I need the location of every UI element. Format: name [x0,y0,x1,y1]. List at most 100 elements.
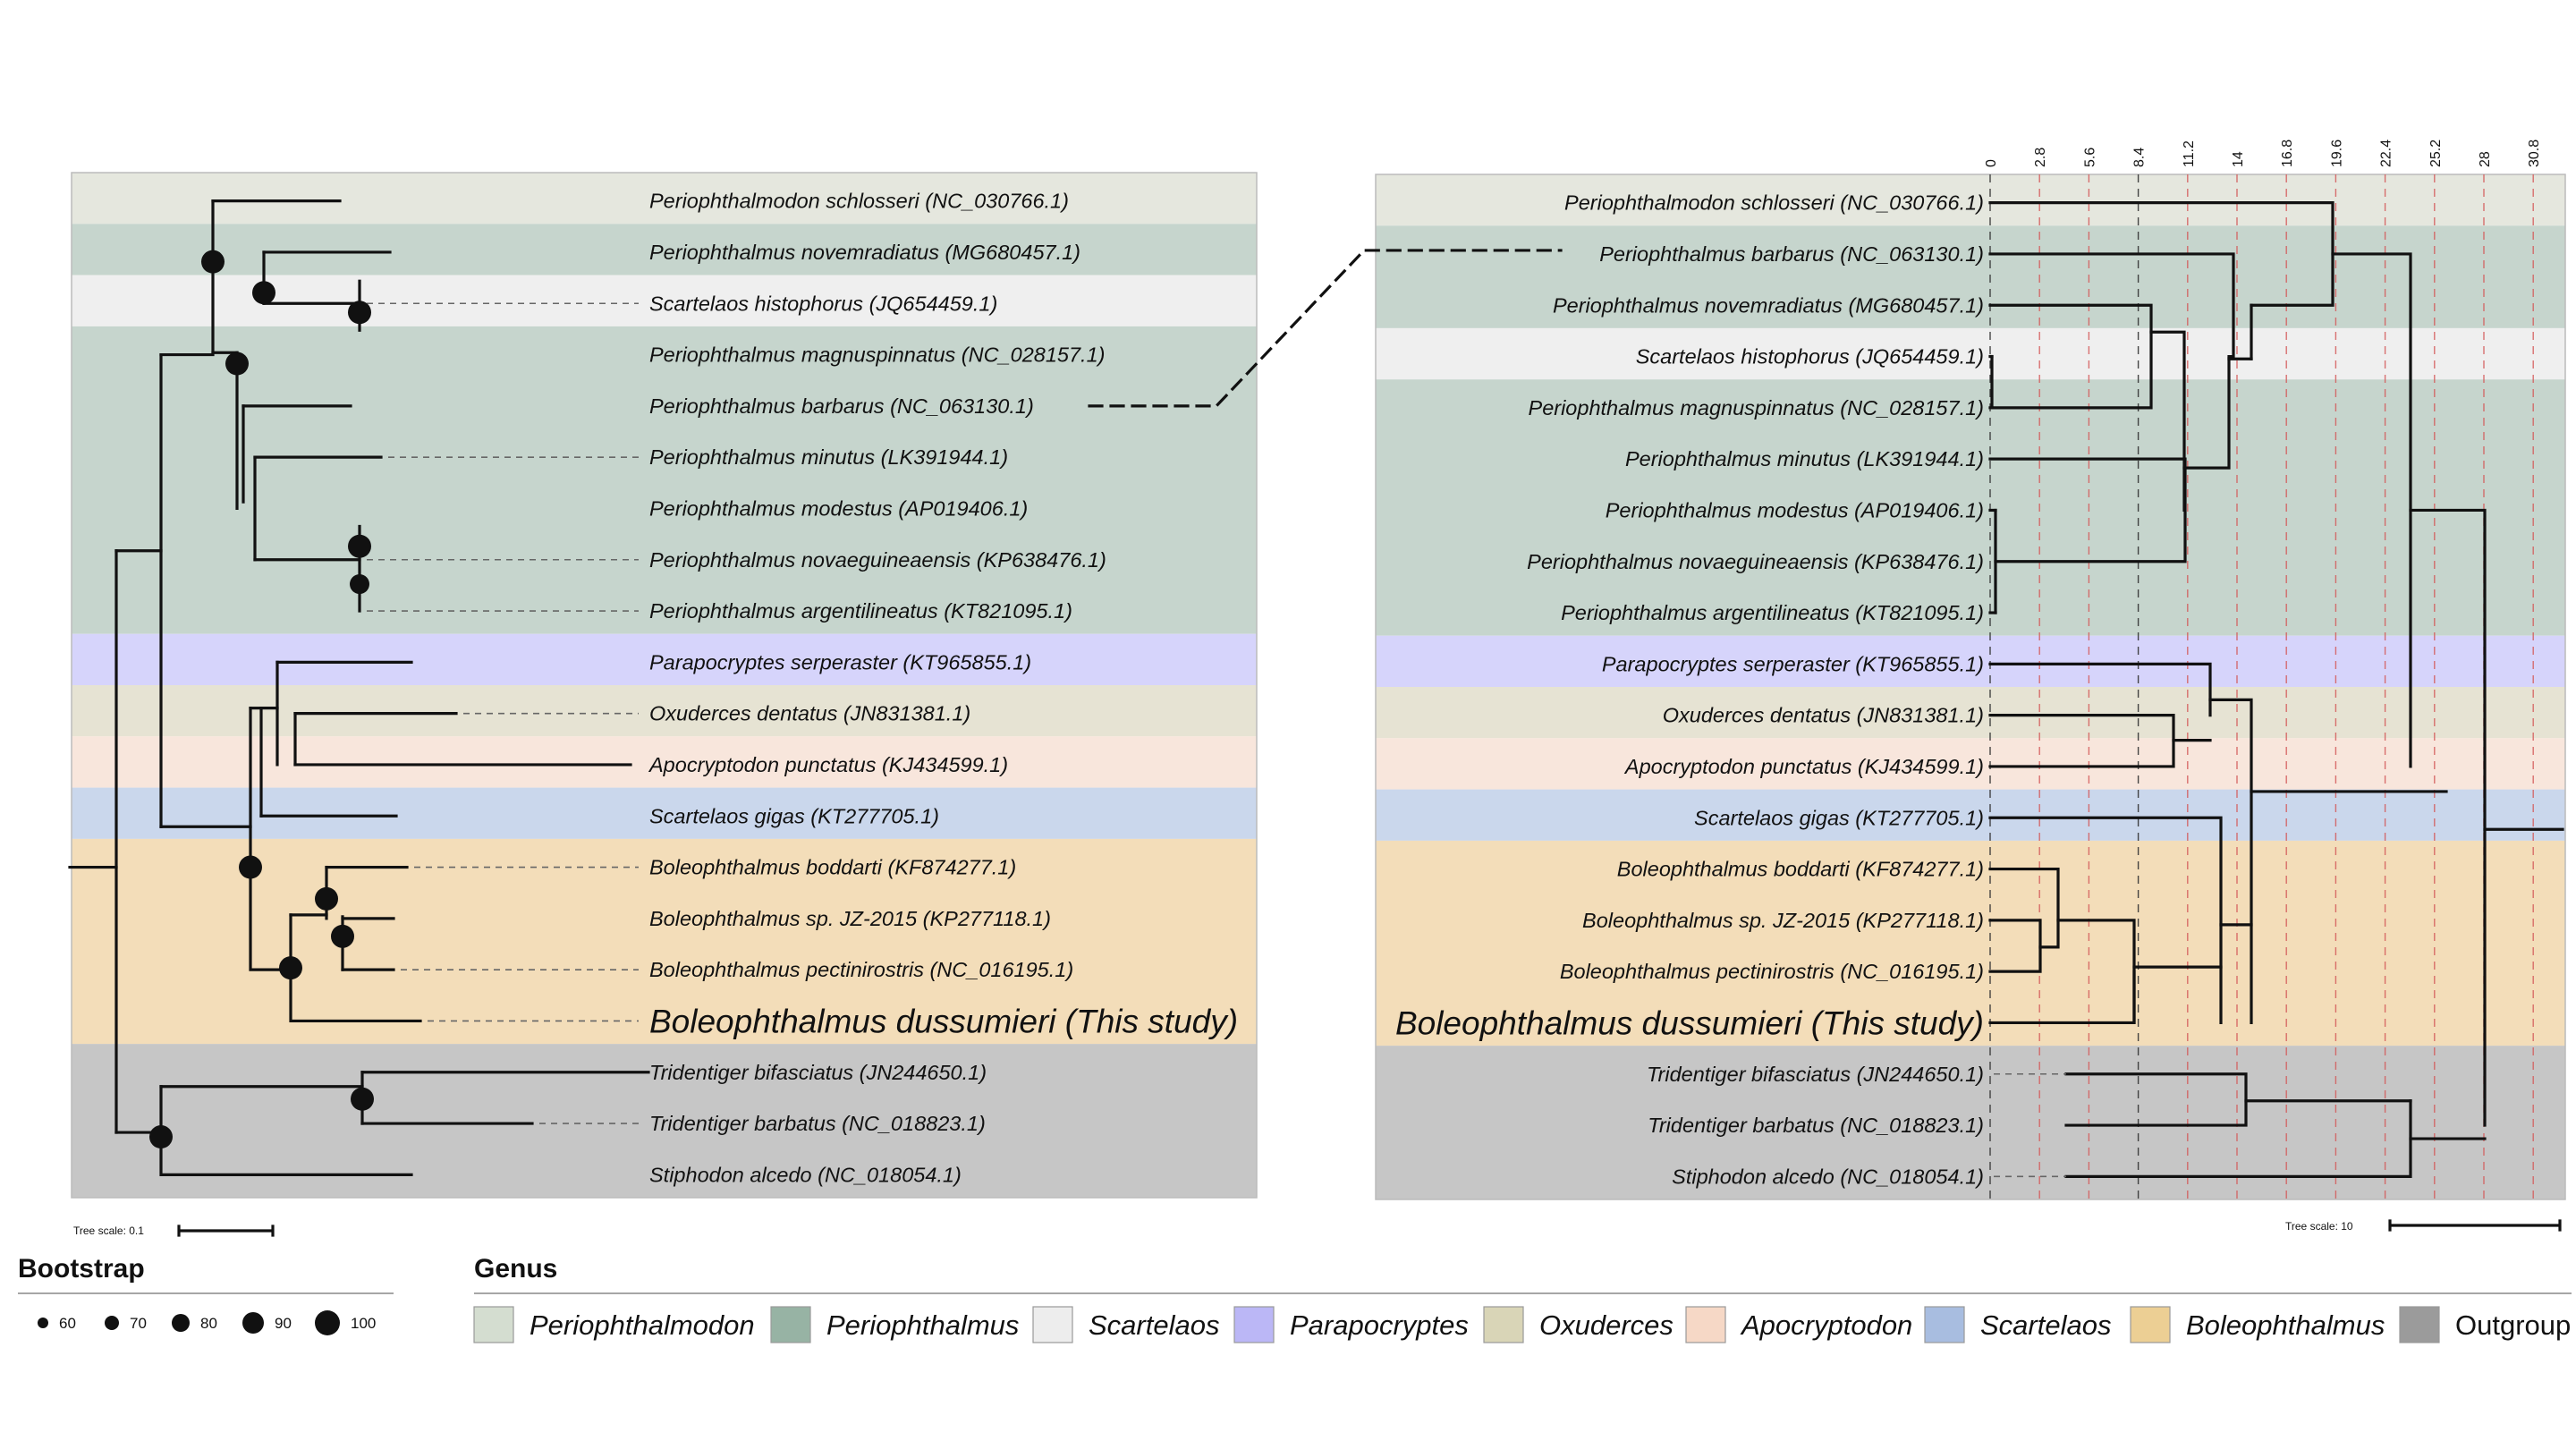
clade-band-3 [1376,379,2565,636]
taxon-label: Boleophthalmus dussumieri (This study) [1395,1004,1984,1041]
taxon-label: Periophthalmus minutus (LK391944.1) [649,445,1008,469]
clade-band-1 [72,224,1257,275]
bootstrap-node [315,886,338,911]
legend: Bootstrap 60 70 80 90 100 Genus Periophthalmodo… [18,1254,2572,1343]
taxon-label: Stiphodon alcedo (NC_018054.1) [1672,1165,1984,1188]
time-tick-label: 11.2 [2182,140,2197,167]
bootstrap-size-dot [315,1310,340,1335]
taxon-label: Scartelaos gigas (KT277705.1) [1694,806,1984,829]
taxon-label: Tridentiger barbatus (NC_018823.1) [649,1112,986,1135]
bootstrap-size-label: 60 [59,1315,76,1332]
clade-band-0 [72,173,1257,225]
bootstrap-node [279,956,302,980]
branch [2064,1099,2412,1178]
branch [1988,867,2060,949]
taxon-label: Boleophthalmus boddarti (KF874277.1) [649,856,1016,879]
taxon-label: Periophthalmus magnuspinnatus (NC_028157… [1529,396,1984,419]
clade-band-3 [72,326,1257,634]
time-tick-label: 19.6 [2329,140,2344,167]
time-tick-label: 0 [1984,159,1999,167]
taxon-label: Boleophthalmus dussumieri (This study) [649,1003,1238,1039]
clade-band-6 [1376,738,2565,790]
bootstrap-node [252,281,275,305]
branch [1988,457,2187,564]
genus-label: Oxuderces [1539,1309,1674,1341]
branch [1988,252,2235,359]
genus-label: Outgroup [2455,1309,2571,1341]
taxon-label: Periophthalmus argentilineatus (KT821095… [649,599,1072,623]
bootstrap-size-dot [105,1316,119,1330]
time-tick-label: 5.6 [2082,148,2097,167]
taxon-label: Periophthalmus novemradiatus (MG680457.1… [649,241,1080,264]
genus-label: Apocryptodon [1740,1309,1912,1341]
branch [2208,698,2253,1025]
left-panel-frame [71,172,1258,1199]
taxon-label: Tridentiger bifasciatus (JN244650.1) [1647,1063,1984,1086]
clade-band-9 [1376,1046,2565,1199]
taxon-label: Periophthalmus magnuspinnatus (NC_028157… [649,343,1105,367]
tree-scale-left: Tree scale: 0.1 [73,1224,144,1237]
right-panel-frame [1375,174,2566,1200]
time-tick-label: 22.4 [2379,140,2394,167]
branch [1988,919,2042,973]
branch [1988,662,2212,717]
taxon-label: Periophthalmus minutus (LK391944.1) [1625,447,1984,470]
taxon-label: Periophthalmodon schlosseri (NC_030766.1… [649,190,1069,213]
genus-swatch [1685,1306,1726,1343]
branch [249,707,292,971]
time-tick-label: 28 [2478,151,2493,167]
taxon-label: Oxuderces dentatus (JN831381.1) [649,702,970,725]
connector-line [1088,249,1563,408]
bootstrap-size-label: 80 [200,1315,217,1332]
branch [2409,508,2487,1127]
taxon-label: Scartelaos histophorus (JQ654459.1) [649,292,997,315]
bootstrap-size-dot [38,1318,48,1328]
genus-swatch [473,1306,514,1343]
taxon-label: Periophthalmus barbarus (NC_063130.1) [649,394,1034,418]
bootstrap-size-dot [172,1314,190,1332]
taxon-label: Periophthalmus modestus (AP019406.1) [649,496,1028,520]
clade-band-5 [72,685,1257,737]
taxon-label: Periophthalmus novaeguineaensis (KP63847… [649,548,1106,572]
bootstrap-node [331,924,354,948]
clade-band-4 [72,633,1257,685]
bootstrap-title: Bootstrap [18,1254,145,1284]
clade-band-5 [1376,687,2565,739]
tree-scale-bar [177,1224,275,1237]
taxon-label: Tridentiger bifasciatus (JN244650.1) [649,1061,987,1084]
taxon-label: Periophthalmus modestus (AP019406.1) [1606,498,1984,521]
bootstrap-size-label: 70 [130,1315,147,1332]
bootstrap-node [350,574,369,595]
genus-swatch [1924,1306,1965,1343]
taxon-label: Apocryptodon punctatus (KJ434599.1) [648,753,1008,776]
taxon-label: Oxuderces dentatus (JN831381.1) [1663,704,1984,727]
genus-label: Parapocryptes [1290,1309,1469,1341]
bootstrap-size-label: 100 [351,1315,376,1332]
tree-scale-right: Tree scale: 10 [2285,1220,2353,1233]
clade-band-1 [1376,225,2565,328]
clade-band-6 [72,736,1257,788]
genus-label: Scartelaos [1980,1309,2111,1341]
bootstrap-node [348,301,371,325]
taxon-label: Periophthalmodon schlosseri (NC_030766.1… [1564,191,1984,215]
time-tick-label: 30.8 [2527,140,2542,167]
branch [2182,357,2231,470]
taxon-label: Tridentiger barbatus (NC_018823.1) [1648,1114,1984,1137]
taxon-label: Boleophthalmus pectinirostris (NC_016195… [1560,960,1984,983]
clade-band-7 [1376,789,2565,841]
time-tick-label: 2.8 [2033,148,2048,167]
clade-band-8 [1376,840,2565,1046]
time-tick-label: 16.8 [2280,140,2295,167]
bootstrap-size-dot [242,1312,264,1334]
clade-band-2 [1376,327,2565,380]
bootstrap-size-label: 90 [275,1315,292,1332]
clade-band-4 [1376,635,2565,687]
branch [2331,252,2412,768]
genus-swatch [770,1306,811,1343]
taxon-label: Periophthalmus argentilineatus (KT821095… [1561,601,1984,624]
branch [159,1140,413,1176]
taxon-label: Scartelaos gigas (KT277705.1) [649,804,939,827]
branch [1988,303,2153,410]
taxon-label: Boleophthalmus pectinirostris (NC_016195… [649,958,1073,981]
